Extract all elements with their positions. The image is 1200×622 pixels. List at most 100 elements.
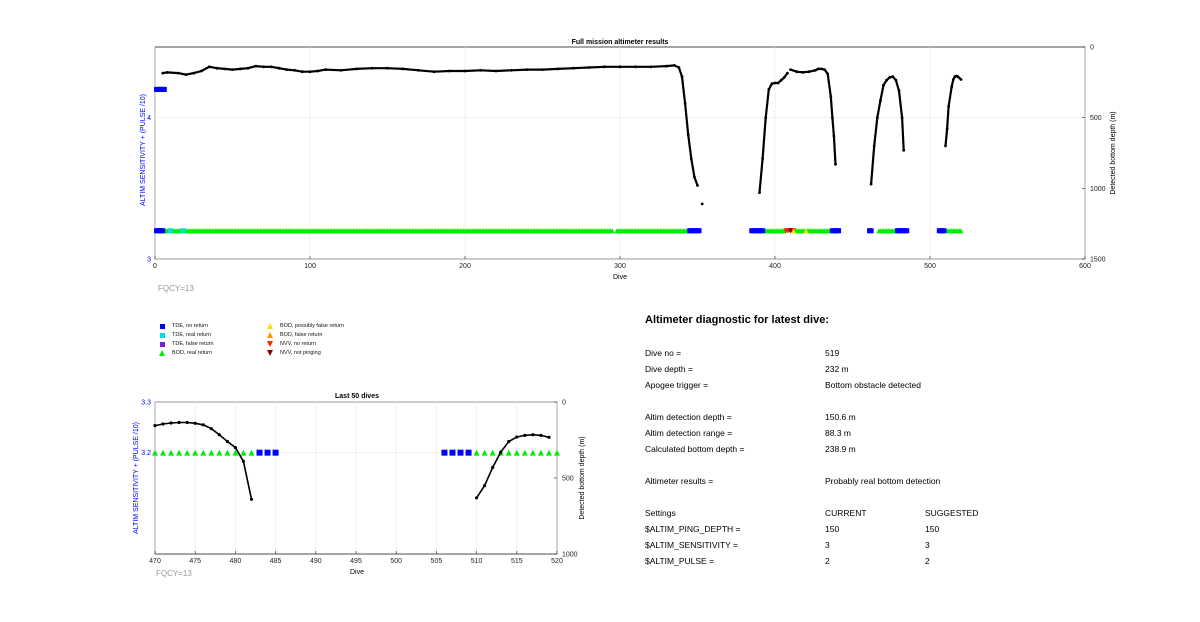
depth-point bbox=[807, 70, 811, 74]
fqcy-annotation: FQCY=13 bbox=[158, 284, 194, 293]
y2-axis-label: Detected bottom depth (m) bbox=[1110, 111, 1117, 194]
chart-title: Last 50 dives bbox=[335, 393, 379, 400]
row-label: $ALTIM_SENSITIVITY = bbox=[645, 540, 738, 550]
depth-point bbox=[959, 78, 963, 81]
depth-point bbox=[225, 439, 229, 444]
depth-point bbox=[872, 144, 876, 148]
x-tick-label: 520 bbox=[551, 558, 563, 565]
x-tick-label: 470 bbox=[149, 558, 161, 565]
depth-point bbox=[233, 446, 237, 450]
depth-point bbox=[764, 116, 768, 120]
depth-point bbox=[200, 69, 203, 73]
depth-point bbox=[153, 424, 157, 428]
depth-point bbox=[201, 423, 205, 427]
depth-point bbox=[801, 71, 805, 74]
depth-point bbox=[176, 71, 180, 75]
depth-point bbox=[254, 64, 258, 68]
depth-point bbox=[897, 89, 901, 93]
triangle-up-icon bbox=[266, 322, 274, 330]
depth-point bbox=[782, 76, 786, 79]
depth-point bbox=[882, 83, 885, 87]
depth-point bbox=[193, 421, 197, 425]
row-label: $ALTIM_PULSE = bbox=[645, 556, 715, 566]
depth-line bbox=[790, 67, 837, 165]
depth-line bbox=[154, 421, 253, 500]
y2-tick-label: 0 bbox=[562, 400, 566, 407]
marker-triangle-up bbox=[473, 449, 480, 456]
depth-point bbox=[339, 68, 343, 72]
x-axis: 0 100 200 300 400 500 600 bbox=[153, 256, 1091, 270]
depth-point bbox=[951, 78, 955, 81]
depth-point bbox=[947, 105, 950, 108]
depth-point bbox=[161, 422, 165, 426]
x-tick-label: 300 bbox=[614, 263, 626, 270]
x-tick-label: 505 bbox=[431, 558, 443, 565]
x-tick-label: 600 bbox=[1079, 263, 1091, 270]
depth-line bbox=[475, 433, 550, 499]
depth-point bbox=[177, 420, 181, 425]
depth-point bbox=[693, 175, 696, 179]
x-tick-label: 480 bbox=[230, 558, 242, 565]
row-value: 150.6 m bbox=[825, 412, 856, 422]
depth-point bbox=[767, 88, 771, 91]
marker-square bbox=[465, 449, 472, 456]
y2-tick-label: 0 bbox=[1090, 45, 1094, 52]
dive-no-row: Dive no = 519 bbox=[645, 348, 1065, 360]
x-axis: 470 475 480 485 490 495 500 505 510 515 520 bbox=[149, 551, 563, 565]
x-tick-label: 500 bbox=[390, 558, 402, 565]
depth-point bbox=[831, 116, 834, 120]
marker-square bbox=[696, 228, 702, 234]
depth-point bbox=[820, 67, 823, 71]
legend-item: BOD, false return bbox=[266, 331, 323, 339]
depth-point bbox=[832, 134, 836, 138]
y2-axis: 0 500 1000 bbox=[554, 400, 578, 559]
depth-point bbox=[499, 450, 503, 454]
marker-square bbox=[264, 449, 271, 456]
fqcy-annotation: FQCY=13 bbox=[156, 569, 192, 578]
depth-point bbox=[355, 67, 358, 71]
suggested-value: 150 bbox=[925, 524, 940, 534]
depth-point bbox=[515, 435, 519, 439]
y2-axis: 0 500 1000 1500 bbox=[1082, 45, 1106, 264]
depth-point bbox=[649, 65, 653, 69]
depth-point bbox=[223, 67, 227, 71]
series-layer bbox=[154, 64, 964, 234]
depth-point bbox=[207, 65, 211, 69]
depth-point bbox=[826, 72, 830, 76]
depth-point bbox=[285, 68, 289, 71]
depth-point bbox=[869, 182, 873, 186]
sensitivity-row: $ALTIM_SENSITIVITY = 3 3 bbox=[645, 540, 1065, 552]
marker-triangle-up bbox=[505, 449, 512, 456]
x-tick-label: 100 bbox=[304, 263, 316, 270]
marker-triangle-up bbox=[529, 449, 536, 456]
marker-square bbox=[904, 228, 910, 234]
depth-point bbox=[823, 68, 826, 71]
depth-point bbox=[891, 75, 895, 79]
y-tick-label: 3.2 bbox=[141, 450, 151, 457]
depth-point bbox=[185, 420, 189, 425]
marker-square bbox=[868, 228, 874, 234]
current-value: 150 bbox=[825, 524, 840, 534]
marker-triangle-up bbox=[537, 449, 544, 456]
series-layer bbox=[152, 420, 560, 501]
depth-line bbox=[162, 64, 699, 186]
depth-point bbox=[300, 70, 304, 74]
row-value: 232 m bbox=[825, 364, 849, 374]
depth-point bbox=[316, 69, 320, 73]
marker-triangle-up bbox=[791, 228, 797, 234]
row-value: Bottom obstacle detected bbox=[825, 380, 921, 390]
y-axis-label: ALTIM SENSITIVITY + (PULSE /10) bbox=[133, 422, 140, 534]
chart-title: Full mission altimeter results bbox=[572, 39, 669, 46]
depth-point bbox=[683, 102, 687, 105]
x-tick-label: 200 bbox=[459, 263, 471, 270]
legend-item: NVV, not pinging bbox=[266, 349, 321, 357]
row-label: Settings bbox=[645, 508, 676, 518]
legend-item: TDE, real return bbox=[158, 331, 211, 339]
depth-point bbox=[587, 66, 591, 69]
depth-point bbox=[510, 68, 513, 72]
grid bbox=[154, 401, 558, 554]
triangle-down-icon bbox=[266, 349, 274, 357]
row-value: 519 bbox=[825, 348, 840, 358]
depth-point bbox=[888, 76, 892, 79]
legend-label: TDE, real return bbox=[172, 332, 212, 338]
